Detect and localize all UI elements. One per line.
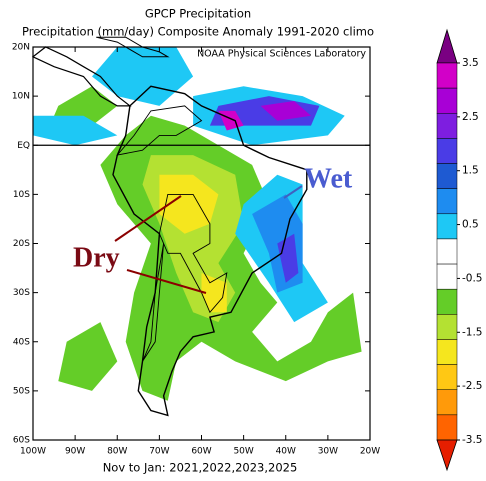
colorbar-bin	[436, 163, 458, 189]
coastline	[96, 36, 170, 58]
caption: Nov to Jan: 2021,2022,2023,2025	[103, 461, 298, 475]
colorbar-bin	[436, 238, 458, 265]
credit: NOAA Physical Sciences Laboratory	[197, 49, 366, 60]
colorbar-bin	[436, 364, 458, 390]
y-tick-label: 20N	[12, 43, 30, 53]
y-tick-label: 10S	[13, 190, 30, 200]
y-tick-label: EQ	[17, 141, 30, 151]
y-tick-label: 10N	[12, 92, 30, 102]
title: GPCP Precipitation	[145, 7, 251, 21]
colorbar-label: -3.5	[462, 434, 483, 446]
anomaly-field	[92, 47, 194, 106]
colorbar-bin	[436, 314, 458, 340]
x-tick-label: 30W	[318, 447, 338, 457]
anomaly-field	[58, 322, 118, 391]
x-tick-label: 90W	[65, 447, 85, 457]
colorbar-label: -2.5	[462, 380, 483, 392]
anomaly-field	[159, 174, 219, 234]
anomaly-field	[100, 115, 362, 401]
colorbar-label: -1.5	[462, 326, 483, 338]
colorbar-label: 2.5	[462, 111, 479, 123]
map	[31, 36, 362, 417]
colorbar-label: 1.5	[462, 165, 479, 177]
y-tick-label: 50S	[13, 386, 30, 396]
y-tick-label: 20S	[13, 239, 30, 249]
annotation-wet: Wet	[304, 163, 353, 194]
annotation-dry: Dry	[73, 242, 120, 273]
border	[142, 243, 165, 362]
colorbar-label: 0.5	[462, 219, 479, 231]
colorbar-bin	[436, 87, 458, 114]
y-tick-label: 40S	[13, 337, 30, 347]
colorbar-arrow	[436, 28, 458, 64]
x-tick-label: 70W	[149, 447, 169, 457]
anomaly-field	[201, 273, 227, 313]
x-tick-label: 20W	[360, 447, 380, 457]
colorbar-bin	[436, 188, 458, 215]
colorbar-bin	[436, 62, 458, 89]
coastline	[31, 46, 132, 107]
x-tick-label: 60W	[191, 447, 211, 457]
anomaly-field	[260, 101, 311, 121]
pointer-line	[126, 269, 207, 294]
border	[158, 193, 228, 314]
colorbar-label: -0.5	[462, 272, 483, 284]
colorbar-bin	[436, 414, 458, 441]
pointer-line	[114, 195, 182, 242]
anomaly-field	[277, 233, 299, 283]
subtitle: Precipitation (mm/day) Composite Anomaly…	[22, 25, 374, 39]
colorbar-bin	[436, 213, 458, 240]
colorbar-bin	[436, 263, 458, 290]
pointer-line	[283, 185, 303, 199]
x-tick-label: 80W	[107, 447, 127, 457]
colorbar-label: 3.5	[462, 57, 479, 69]
y-tick-label: 60S	[13, 436, 30, 446]
x-tick-label: 100W	[20, 447, 46, 457]
colorbar-bin	[436, 389, 458, 416]
colorbar-arrow	[436, 439, 458, 472]
anomaly-field	[33, 115, 118, 146]
colorbar-bin	[436, 138, 458, 164]
colorbar-bin	[436, 113, 458, 139]
colorbar-bin	[436, 339, 458, 365]
x-tick-label: 50W	[233, 447, 253, 457]
x-tick-label: 40W	[276, 447, 296, 457]
colorbar-bin	[436, 288, 458, 315]
y-tick-label: 30S	[13, 288, 30, 298]
